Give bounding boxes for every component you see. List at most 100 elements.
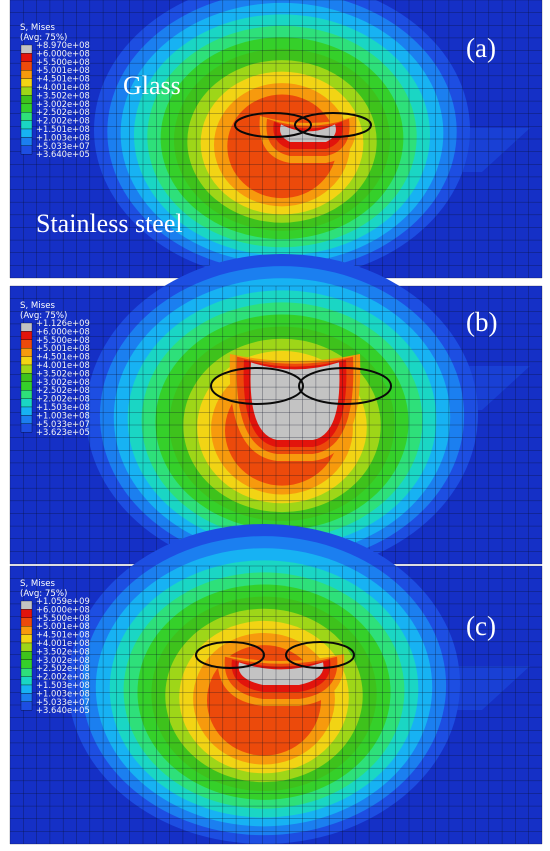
legend-swatch: [20, 609, 33, 618]
panel-a-weld-ellipses: [234, 112, 372, 138]
legend-swatch: [20, 120, 33, 130]
legend-value: +3.002e+08: [36, 377, 90, 387]
legend-subtitle: (Avg: 75%): [20, 33, 67, 43]
legend-swatch: [20, 331, 33, 340]
legend-value: +5.001e+08: [36, 65, 90, 75]
panel-c-mesh: [9, 565, 543, 845]
legend-swatch: [20, 684, 33, 694]
legend-value: +2.002e+08: [36, 672, 90, 682]
legend-value: +1.503e+08: [36, 402, 90, 412]
legend-value: +5.001e+08: [36, 343, 90, 353]
legend-swatch: [20, 423, 33, 433]
legend-swatch: [20, 145, 33, 155]
legend-swatch: [20, 701, 33, 711]
legend-value: +5.500e+08: [36, 613, 90, 623]
legend-value: +1.003e+08: [36, 410, 90, 420]
legend-swatch: [20, 61, 33, 71]
legend-swatch: [20, 322, 33, 332]
legend-value: +5.500e+08: [36, 57, 90, 67]
legend-value: +3.623e+05: [36, 427, 90, 437]
panel-b-legend: S, Mises(Avg: 75%)+1.126e+09+6.000e+08+5…: [20, 301, 90, 437]
legend-swatch: [20, 112, 33, 121]
panel-c: S, Mises(Avg: 75%)+1.059e+09+6.000e+08+5…: [9, 524, 543, 845]
legend-value: +1.126e+09: [36, 318, 90, 328]
panel-b-weld-ellipses: [210, 367, 392, 405]
panel-c-label: (c): [466, 611, 496, 641]
weld-ellipse-right: [294, 112, 372, 138]
glass-label: Glass: [123, 71, 181, 100]
legend-swatch: [20, 44, 33, 54]
legend-value: +4.001e+08: [36, 82, 90, 92]
legend-value: +1.003e+08: [36, 688, 90, 698]
legend-swatch: [20, 86, 33, 96]
legend-swatch: [20, 53, 33, 62]
legend-value: +4.501e+08: [36, 630, 90, 640]
legend-value: +5.033e+07: [36, 697, 90, 707]
legend-subtitle: (Avg: 75%): [20, 311, 67, 321]
legend-value: +3.502e+08: [36, 646, 90, 656]
panel-c-legend: S, Mises(Avg: 75%)+1.059e+09+6.000e+08+5…: [20, 579, 90, 715]
legend-swatch: [20, 348, 33, 357]
panel-a-mesh: [9, 0, 543, 279]
legend-swatch: [20, 415, 33, 424]
weld-ellipse-left: [234, 112, 312, 138]
legend-swatch: [20, 398, 33, 408]
legend-value: +6.000e+08: [36, 48, 90, 58]
legend-value: +4.501e+08: [36, 74, 90, 84]
legend-value: +5.500e+08: [36, 335, 90, 345]
legend-value: +6.000e+08: [36, 604, 90, 614]
legend-swatch: [20, 659, 33, 669]
legend-value: +2.002e+08: [36, 116, 90, 126]
legend-swatch: [20, 390, 33, 399]
legend-value: +4.001e+08: [36, 360, 90, 370]
legend-value: +1.503e+08: [36, 680, 90, 690]
legend-value: +8.970e+08: [36, 40, 90, 50]
legend-swatch: [20, 676, 33, 686]
legend-value: +3.502e+08: [36, 90, 90, 100]
legend-value: +2.002e+08: [36, 394, 90, 404]
legend-value: +3.002e+08: [36, 655, 90, 665]
legend-value: +5.033e+07: [36, 141, 90, 151]
legend-value: +4.001e+08: [36, 638, 90, 648]
legend-swatch: [20, 651, 33, 660]
panel-a-label: (a): [466, 33, 496, 63]
legend-value: +5.001e+08: [36, 621, 90, 631]
legend-value: +6.000e+08: [36, 326, 90, 336]
stainless-steel-label: Stainless steel: [36, 209, 183, 238]
panel-a-legend: S, Mises(Avg: 75%)+8.970e+08+6.000e+08+5…: [20, 23, 90, 159]
legend-swatch: [20, 693, 33, 702]
legend-swatch: [20, 70, 33, 79]
legend-value: +4.501e+08: [36, 352, 90, 362]
legend-swatch: [20, 642, 33, 652]
weld-ellipse-right: [285, 641, 355, 669]
legend-value: +3.640e+05: [36, 705, 90, 715]
panel-c-weld-ellipses: [195, 641, 355, 669]
legend-value: +2.502e+08: [36, 663, 90, 673]
legend-swatch: [20, 617, 33, 627]
panel-a: S, Mises(Avg: 75%)+8.970e+08+6.000e+08+5…: [9, 0, 543, 280]
legend-swatch: [20, 626, 33, 635]
legend-swatch: [20, 600, 33, 610]
legend-swatch: [20, 339, 33, 349]
legend-value: +1.003e+08: [36, 132, 90, 142]
legend-swatch: [20, 356, 33, 366]
legend-swatch: [20, 381, 33, 391]
weld-ellipse-right: [298, 367, 392, 405]
weld-ellipse-left: [195, 641, 265, 669]
legend-swatch: [20, 373, 33, 382]
legend-swatch: [20, 103, 33, 113]
legend-swatch: [20, 668, 33, 677]
panel-b: S, Mises(Avg: 75%)+1.126e+09+6.000e+08+5…: [9, 254, 543, 574]
legend-subtitle: (Avg: 75%): [20, 589, 67, 599]
legend-value: +5.033e+07: [36, 419, 90, 429]
legend-value: +2.502e+08: [36, 107, 90, 117]
legend-swatch: [20, 364, 33, 374]
legend-swatch: [20, 634, 33, 644]
legend-value: +3.502e+08: [36, 368, 90, 378]
legend-value: +3.002e+08: [36, 99, 90, 109]
legend-value: +1.059e+09: [36, 596, 90, 606]
legend-swatch: [20, 137, 33, 146]
legend-value: +3.640e+05: [36, 149, 90, 159]
panel-b-label: (b): [466, 307, 497, 337]
